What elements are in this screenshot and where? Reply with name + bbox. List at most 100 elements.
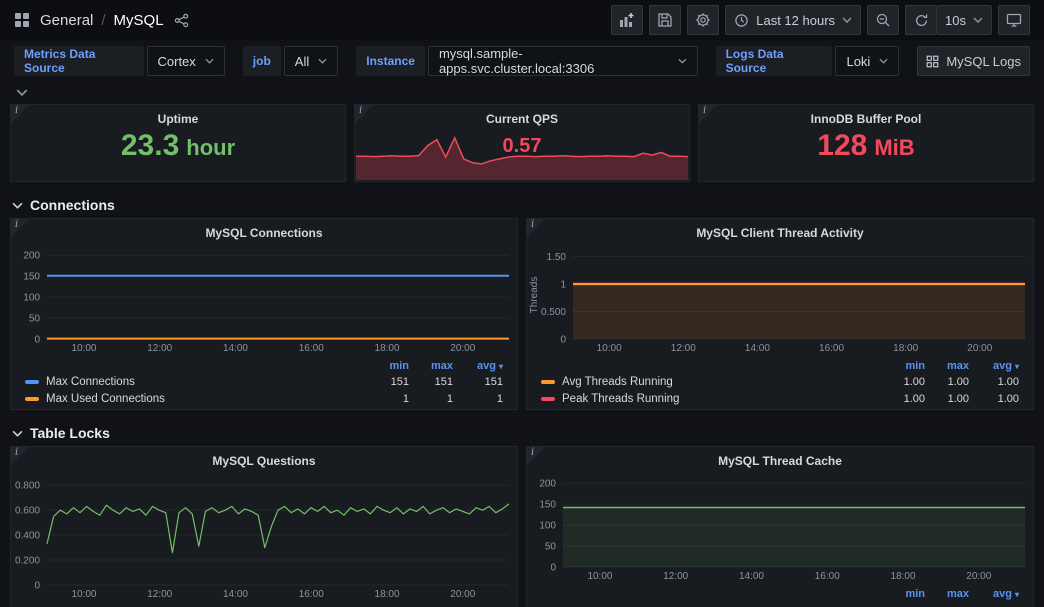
table-locks-row: i MySQL Questions 0 0.200 0.400 0.600 0.800 1… [10,446,1034,607]
svg-text:0.200: 0.200 [15,556,40,567]
time-range-picker[interactable]: Last 12 hours [725,5,862,35]
variable-logs-data-source: Logs Data Source Loki [715,46,900,76]
search-minus-icon [876,13,890,27]
gear-icon [696,13,711,27]
panel-info-icon[interactable]: i [11,219,29,237]
breadcrumb: General / MySQL [40,12,164,29]
svg-text:0: 0 [34,335,40,346]
variable-value-dropdown[interactable]: Loki [835,46,900,76]
svg-text:100: 100 [539,521,556,532]
connections-row: i MySQL Connections 0 50 100 150 200 10:00 12:… [10,218,1034,410]
legend-row[interactable]: Max Connections 151 151 151 [25,373,503,390]
legend-sort-avg[interactable]: avg ▾ [992,587,1019,600]
svg-text:14:00: 14:00 [745,343,770,354]
collapse-row-chevron[interactable] [16,89,28,96]
panel-info-icon[interactable]: i [527,447,545,465]
panel-title[interactable]: MySQL Client Thread Activity [696,226,864,240]
legend-sort-min[interactable]: min [905,587,925,600]
svg-text:12:00: 12:00 [147,589,172,600]
svg-text:12:00: 12:00 [663,571,688,582]
panel-mysql-thread-cache: i MySQL Thread Cache 0 50 100 150 200 10:00 12… [526,446,1034,607]
variable-value-dropdown[interactable]: All [283,46,339,76]
mysql-questions-chart[interactable]: 0 0.200 0.400 0.600 0.800 10:00 12:00 14:00 16:0… [11,471,517,601]
svg-text:150: 150 [539,500,556,511]
panel-title[interactable]: MySQL Connections [205,226,323,240]
svg-text:20:00: 20:00 [450,343,475,354]
panel-title[interactable]: MySQL Questions [212,454,316,468]
refresh-interval-picker[interactable]: 10s [937,5,992,35]
legend: min max avg ▾ Max Connections 151 151 151 Max U… [11,355,517,407]
chevron-down-icon [842,17,852,23]
svg-text:200: 200 [23,251,40,262]
thread-activity-chart[interactable]: 0 0.500 1 1.50 10:00 12:00 14:00 16:00 18:00 20:0… [527,243,1033,355]
add-panel-button[interactable] [611,5,644,35]
variable-value-dropdown[interactable]: Cortex [146,46,225,76]
panel-info-icon[interactable]: i [699,105,717,123]
legend-row[interactable]: Avg Threads Running 1.00 1.00 1.00 [541,373,1019,390]
top-navbar: General / MySQL Last 12 hours 10s [0,0,1044,40]
panel-title[interactable]: MySQL Thread Cache [718,454,842,468]
panel-current-qps: i Current QPS 0.57 [354,104,690,182]
legend-sort-avg[interactable]: avg ▾ [992,359,1019,372]
qps-sparkline [356,135,688,180]
save-dashboard-button[interactable] [649,5,682,35]
mysql-thread-cache-chart[interactable]: 0 50 100 150 200 10:00 12:00 14:00 16:00 18:00 20:… [527,471,1033,583]
variable-metrics-data-source: Metrics Data Source Cortex [14,46,225,76]
legend-sort-max[interactable]: max [946,359,969,372]
series-color-swatch [541,396,555,401]
svg-text:20:00: 20:00 [450,589,475,600]
dashboard-settings-button[interactable] [687,5,720,35]
tv-mode-button[interactable] [998,5,1030,35]
save-icon [658,13,672,27]
svg-text:14:00: 14:00 [223,589,248,600]
legend-sort-min[interactable]: min [389,359,409,372]
panel-title[interactable]: Current QPS [485,112,558,126]
legend-sort-max[interactable]: max [409,606,453,607]
panel-info-icon[interactable]: i [355,105,373,123]
legend-sort-avg[interactable]: avg ▾ [453,606,503,607]
legend-sort-min[interactable]: min [905,359,925,372]
svg-text:16:00: 16:00 [815,571,840,582]
dashboards-grid-icon[interactable] [14,12,30,28]
breadcrumb-section[interactable]: General [40,11,94,29]
svg-text:0.600: 0.600 [15,506,40,517]
legend-row[interactable]: Max Used Connections 1 1 1 [25,390,503,407]
dashboard-title[interactable]: MySQL [113,11,164,29]
refresh-interval-label: 10s [945,12,966,28]
legend-header[interactable]: min max avg ▾ [541,586,1019,601]
chevron-down-icon: ▾ [1014,589,1019,599]
svg-text:16:00: 16:00 [299,343,324,354]
section-header-table-locks[interactable]: Table Locks [10,420,1034,446]
svg-text:50: 50 [29,314,41,325]
panel-mysql-connections: i MySQL Connections 0 50 100 150 200 10:00 12:… [10,218,518,410]
share-icon[interactable] [174,13,189,28]
mysql-logs-button[interactable]: MySQL Logs [917,46,1030,76]
zoom-out-time-button[interactable] [867,5,900,35]
dashboard-submenu: Metrics Data Source Cortex job All Insta… [0,40,1044,80]
variable-label: Metrics Data Source [14,46,144,76]
panel-info-icon[interactable]: i [11,447,29,465]
svg-text:50: 50 [545,542,557,553]
panel-title[interactable]: InnoDB Buffer Pool [810,112,922,126]
legend-row[interactable]: Peak Threads Running 1.00 1.00 1.00 [541,390,1019,407]
refresh-button[interactable] [905,5,938,35]
section-header-connections[interactable]: Connections [10,192,1034,218]
panel-title[interactable]: Uptime [157,112,199,126]
legend-header[interactable]: min max avg ▾ [25,358,503,373]
legend-sort-min[interactable]: min [365,606,409,607]
add-panel-icon [620,13,634,27]
variable-value-dropdown[interactable]: mysql.sample-apps.svc.cluster.local:3306 [427,46,698,76]
grid-icon [926,55,939,67]
mysql-connections-chart[interactable]: 0 50 100 150 200 10:00 12:00 14:00 16:00 18:00 20:… [11,243,517,355]
legend-sort-max[interactable]: max [430,359,453,372]
panel-info-icon[interactable]: i [527,219,545,237]
panel-uptime: i Uptime 23.3 hour [10,104,346,182]
legend-header[interactable]: min max avg ▾ [541,358,1019,373]
svg-text:20:00: 20:00 [966,571,991,582]
panel-mysql-client-thread-activity: i MySQL Client Thread Activity 0 0.500 1 1.… [526,218,1034,410]
legend-sort-avg[interactable]: avg ▾ [476,359,503,372]
panel-info-icon[interactable]: i [11,105,29,123]
legend-sort-max[interactable]: max [946,587,969,600]
